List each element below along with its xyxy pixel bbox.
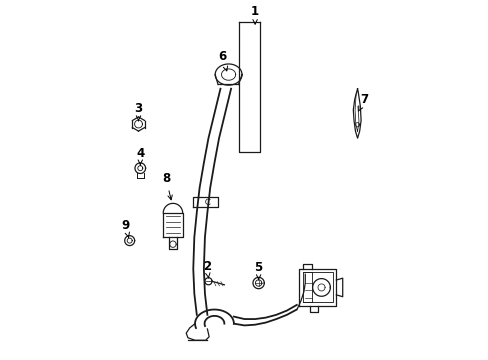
Text: 5: 5 — [254, 261, 262, 280]
Text: 7: 7 — [358, 93, 368, 111]
Text: 1: 1 — [250, 5, 259, 24]
Text: 6: 6 — [218, 50, 227, 71]
Text: 8: 8 — [162, 172, 172, 200]
Text: 2: 2 — [202, 260, 210, 278]
Text: 3: 3 — [134, 102, 142, 121]
Text: 4: 4 — [136, 147, 144, 165]
Text: 9: 9 — [121, 219, 129, 237]
